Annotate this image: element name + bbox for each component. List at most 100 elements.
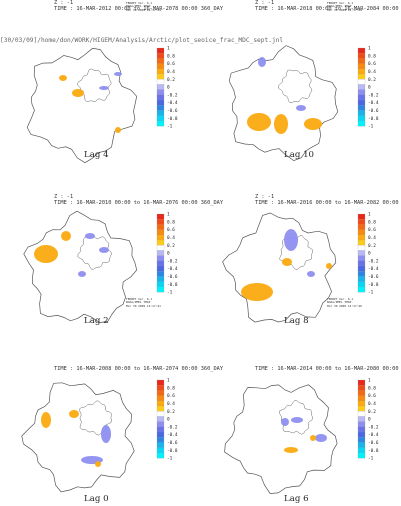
z-level-label: Z : -1 [54, 0, 74, 6]
colorbar-segment [357, 229, 366, 236]
colorbar-tick-label: 1 [368, 46, 371, 52]
colorbar-segment [156, 271, 165, 277]
colorbar-segment [156, 437, 165, 443]
lag-label: Lag 10 [284, 150, 314, 160]
colorbar-segment [357, 255, 366, 262]
colorbar-segment [357, 405, 366, 412]
positive-anomaly-patch [282, 258, 292, 266]
colorbar-segment [357, 265, 366, 272]
colorbar-segment [357, 73, 366, 80]
map-panel: Z : -1 TIME : 16-MAR-2016 00:00 to 16-MAR… [201, 166, 401, 326]
coastline [279, 235, 313, 270]
negative-anomaly-patch [284, 229, 298, 251]
positive-anomaly-patch [72, 89, 84, 97]
colorbar-tick-label: -0.8 [167, 282, 178, 288]
colorbar-tick-label: -0.2 [167, 424, 178, 430]
coastline [21, 382, 135, 493]
colorbar-segment [357, 68, 366, 75]
colorbar-tick-label: -0.2 [167, 258, 178, 264]
colorbar-tick-label: 0 [167, 417, 170, 423]
colorbar-segment [357, 416, 366, 422]
colorbar-segment [156, 68, 165, 75]
positive-anomaly-patch [284, 447, 298, 453]
z-level-label: Z : -1 [54, 194, 74, 200]
colorbar-tick-label: 0.4 [167, 401, 175, 407]
colorbar-segment [156, 390, 165, 396]
colorbar-tick-label: -0.2 [368, 424, 379, 430]
colorbar-segment [357, 234, 366, 241]
positive-anomaly-patch [59, 75, 67, 81]
ferret-stamp-line: Mar 30 2009 14:17:09 [327, 7, 362, 12]
colorbar-tick-label: 0.4 [368, 69, 376, 75]
colorbar-segment [357, 89, 366, 96]
colorbar-segment [357, 115, 366, 122]
colorbar-segment [156, 84, 165, 90]
negative-anomaly-patch [291, 417, 303, 423]
positive-anomaly-patch [304, 118, 322, 130]
colorbar-tick-label: -0.4 [167, 432, 178, 438]
coastline [26, 47, 138, 164]
colorbar-tick-label: -0.6 [368, 108, 379, 114]
colorbar-tick-label: 0.2 [368, 243, 376, 249]
colorbar-segment [357, 58, 366, 64]
colorbar-segment [156, 47, 165, 54]
colorbar-tick-label: 0.6 [368, 61, 376, 67]
ferret-stamp-line: Mar 30 2009 14:17:41 [126, 303, 161, 308]
colorbar-tick-label: 1 [167, 378, 170, 384]
coastline [277, 69, 313, 104]
colorbar-segment [357, 84, 366, 90]
colorbar-tick-label: -0.6 [167, 274, 178, 280]
negative-anomaly-patch [114, 72, 122, 76]
colorbar-segment [357, 452, 366, 459]
colorbar-segment [357, 421, 366, 428]
colorbar-segment [357, 411, 366, 417]
ferret-stamp-line: FERRET Ver. 6.1 [327, 1, 354, 5]
negative-anomaly-patch [281, 418, 289, 426]
colorbar-tick-label: 0.6 [167, 61, 175, 67]
negative-anomaly-patch [307, 271, 315, 277]
colorbar-tick-label: 0.2 [167, 243, 175, 249]
colorbar-tick-label: 0.2 [368, 409, 376, 415]
colorbar-tick-label: -0.8 [167, 448, 178, 454]
positive-anomaly-patch [247, 113, 271, 131]
colorbar-segment [156, 442, 165, 448]
lag-label: Lag 6 [284, 494, 309, 504]
time-range-label: TIME : 16-MAR-2014 00:00 to 16-MAR-2080 … [255, 366, 399, 372]
colorbar-segment [156, 120, 165, 127]
colorbar-tick-label: 1 [167, 212, 170, 218]
colorbar-tick-label: 0.8 [167, 385, 175, 391]
negative-anomaly-patch [85, 233, 95, 239]
colorbar-segment [156, 89, 165, 96]
colorbar-segment [156, 224, 165, 230]
z-level-label: Z : -1 [255, 194, 275, 200]
colorbar-segment [156, 400, 165, 407]
colorbar-segment [156, 79, 165, 85]
colorbar-segment [156, 281, 165, 288]
colorbar-tick-label: -0.4 [368, 432, 379, 438]
colorbar-tick-label: 0 [368, 417, 371, 423]
colorbar-segment [357, 224, 366, 230]
positive-anomaly-patch [115, 127, 121, 133]
colorbar-segment [357, 276, 366, 282]
colorbar-segment [156, 411, 165, 417]
colorbar-segment [156, 115, 165, 122]
colorbar-tick-label: -1 [368, 124, 374, 130]
positive-anomaly-patch [241, 283, 273, 301]
positive-anomaly-patch [41, 412, 51, 428]
colorbar-segment [156, 110, 165, 116]
time-range-label: TIME : 16-MAR-2008 00:00 to 16-MAR-2074 … [54, 366, 224, 372]
polar-map-plot: 10.8 0.6 0.4 0.2 0-0.2 -0.4 -0.6 -0.8 -1 [21, 378, 178, 493]
lag-label: Lag 0 [84, 494, 109, 504]
positive-anomaly-patch [326, 263, 332, 269]
polar-map-plot: 10.8 0.6 0.4 0.2 0-0.2 -0.4 -0.6 -0.8 -1 [228, 45, 379, 161]
colorbar-segment [357, 437, 366, 443]
colorbar-tick-label: -0.4 [167, 266, 178, 272]
colorbar-segment [357, 245, 366, 251]
ferret-stamp-line: FERRET Ver. 6.1 [126, 297, 153, 301]
colorbar-segment [156, 385, 165, 391]
colorbar-tick-label: 0.4 [368, 235, 376, 241]
positive-anomaly-patch [61, 231, 71, 241]
colorbar-tick-label: 0.4 [167, 69, 175, 75]
colorbar-segment [156, 213, 165, 220]
colorbar-tick-label: -1 [368, 290, 374, 296]
